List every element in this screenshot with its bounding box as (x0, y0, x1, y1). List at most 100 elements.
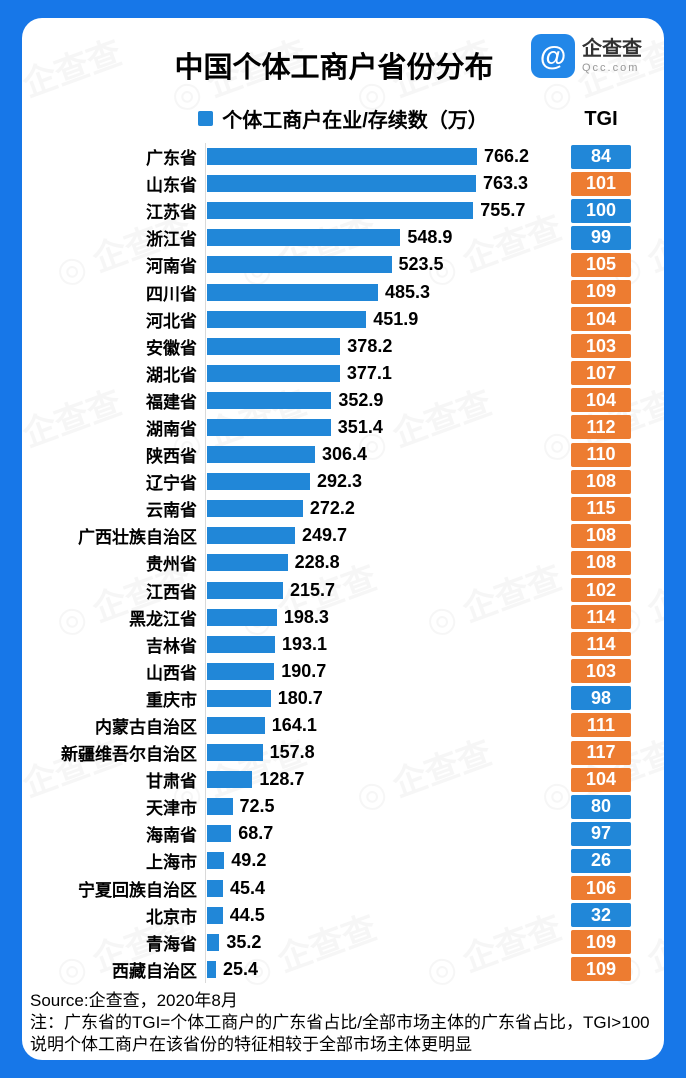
value-bar (207, 635, 275, 653)
tgi-badge: 109 (571, 279, 631, 304)
tgi-badge: 84 (571, 144, 631, 169)
chart-row: 黑龙江省 198.3 114 (22, 603, 664, 631)
province-label: 湖北省 (146, 365, 197, 385)
tgi-badge: 105 (571, 252, 631, 277)
value-bar (207, 256, 392, 274)
bar-cell: 485.3 (205, 278, 431, 306)
value-label: 45.4 (230, 877, 266, 898)
chart-row: 上海市 49.2 26 (22, 847, 664, 875)
value-label: 485.3 (385, 281, 431, 302)
legend-label: 个体工商户在业/存续数（万） (222, 110, 488, 132)
tgi-badge: 104 (571, 388, 631, 413)
tgi-badge: 32 (571, 903, 631, 928)
chart-row: 安徽省 378.2 103 (22, 332, 664, 360)
tgi-badge: 103 (571, 659, 631, 684)
bar-cell: 198.3 (205, 603, 329, 631)
qcc-logo-icon: @ (531, 34, 575, 78)
value-label: 25.4 (223, 958, 259, 979)
value-bar (207, 771, 253, 789)
tgi-badge: 97 (571, 821, 631, 846)
page-title: 中国个体工商户省份分布 (174, 52, 494, 84)
tgi-badge: 115 (571, 496, 631, 521)
bar-cell: 523.5 (205, 251, 444, 279)
value-label: 44.5 (229, 904, 265, 925)
bar-cell: 193.1 (205, 630, 328, 658)
qcc-logo-domain: Qcc.com (582, 61, 640, 74)
chart-row: 湖北省 377.1 107 (22, 359, 664, 387)
value-bar (207, 717, 265, 735)
province-label: 山西省 (146, 663, 197, 683)
bar-cell: 128.7 (205, 766, 305, 794)
province-label: 内蒙古自治区 (95, 718, 197, 738)
value-bar (207, 446, 315, 464)
chart-row: 山东省 763.3 101 (22, 170, 664, 198)
value-label: 766.2 (484, 146, 530, 167)
bar-cell: 190.7 (205, 657, 327, 685)
tgi-badge: 104 (571, 767, 631, 792)
bar-cell: 228.8 (205, 549, 340, 577)
bar-cell: 49.2 (205, 847, 266, 875)
province-label: 青海省 (146, 934, 197, 954)
chart-row: 贵州省 228.8 108 (22, 549, 664, 577)
province-label: 海南省 (146, 826, 197, 846)
value-label: 292.3 (317, 471, 363, 492)
value-label: 755.7 (480, 200, 526, 221)
chart-row: 西藏自治区 25.4 109 (22, 955, 664, 983)
province-label: 西藏自治区 (112, 961, 197, 981)
chart-row: 山西省 190.7 103 (22, 657, 664, 685)
tgi-badge: 99 (571, 225, 631, 250)
province-label: 四川省 (146, 284, 197, 304)
value-label: 180.7 (277, 687, 323, 708)
value-bar (207, 229, 401, 247)
value-label: 763.3 (483, 173, 529, 194)
bar-cell: 548.9 (205, 224, 452, 252)
province-label: 重庆市 (146, 690, 197, 710)
value-bar (207, 906, 223, 924)
value-label: 164.1 (271, 715, 317, 736)
value-bar (207, 933, 220, 951)
bar-cell: 35.2 (205, 928, 261, 956)
qcc-logo-brand: 企查查 (582, 37, 642, 60)
chart-row: 陕西省 306.4 110 (22, 441, 664, 469)
province-label: 福建省 (146, 392, 197, 412)
bar-cell: 306.4 (205, 441, 368, 469)
infographic-card: ◎ 企查查◎ 企查查◎ 企查查◎ 企查查◎ 企查查◎ 企查查◎ 企查查◎ 企查查… (22, 18, 664, 1060)
chart-rows: 广东省 766.2 84 山东省 763.3 101 江苏省 755.7 100… (22, 143, 664, 983)
bar-cell: 68.7 (205, 820, 273, 848)
legend-swatch-icon (198, 111, 214, 126)
bar-cell: 72.5 (205, 793, 275, 821)
value-bar (207, 825, 232, 843)
tgi-badge: 109 (571, 957, 631, 982)
bar-cell: 377.1 (205, 359, 392, 387)
tgi-badge: 114 (571, 605, 631, 630)
chart-row: 天津市 72.5 80 (22, 793, 664, 821)
bar-cell: 164.1 (205, 711, 317, 740)
value-label: 128.7 (259, 769, 305, 790)
tgi-badge: 107 (571, 361, 631, 386)
value-bar (207, 879, 223, 897)
value-bar (207, 364, 340, 382)
tgi-badge: 104 (571, 307, 631, 332)
value-label: 190.7 (281, 660, 327, 681)
value-label: 198.3 (283, 606, 329, 627)
value-label: 306.4 (322, 444, 368, 465)
province-label: 黑龙江省 (129, 609, 197, 629)
value-label: 193.1 (282, 633, 328, 654)
province-label: 宁夏回族自治区 (78, 880, 197, 900)
chart-row: 海南省 68.7 97 (22, 820, 664, 848)
bar-cell: 763.3 (205, 170, 529, 198)
tgi-badge: 102 (571, 578, 631, 602)
chart-row: 河南省 523.5 105 (22, 251, 664, 279)
value-label: 351.4 (337, 416, 383, 437)
value-bar (207, 500, 303, 518)
value-bar (207, 581, 283, 599)
value-bar (207, 798, 233, 816)
tgi-badge: 108 (571, 523, 631, 548)
bar-cell: 215.7 (205, 576, 335, 604)
value-bar (207, 202, 474, 220)
value-bar (207, 283, 378, 301)
province-label: 广西壮族自治区 (78, 528, 197, 548)
source-line: Source:企查查，2020年8月 (30, 991, 238, 1010)
chart-row: 北京市 44.5 32 (22, 901, 664, 929)
value-bar (207, 175, 476, 193)
